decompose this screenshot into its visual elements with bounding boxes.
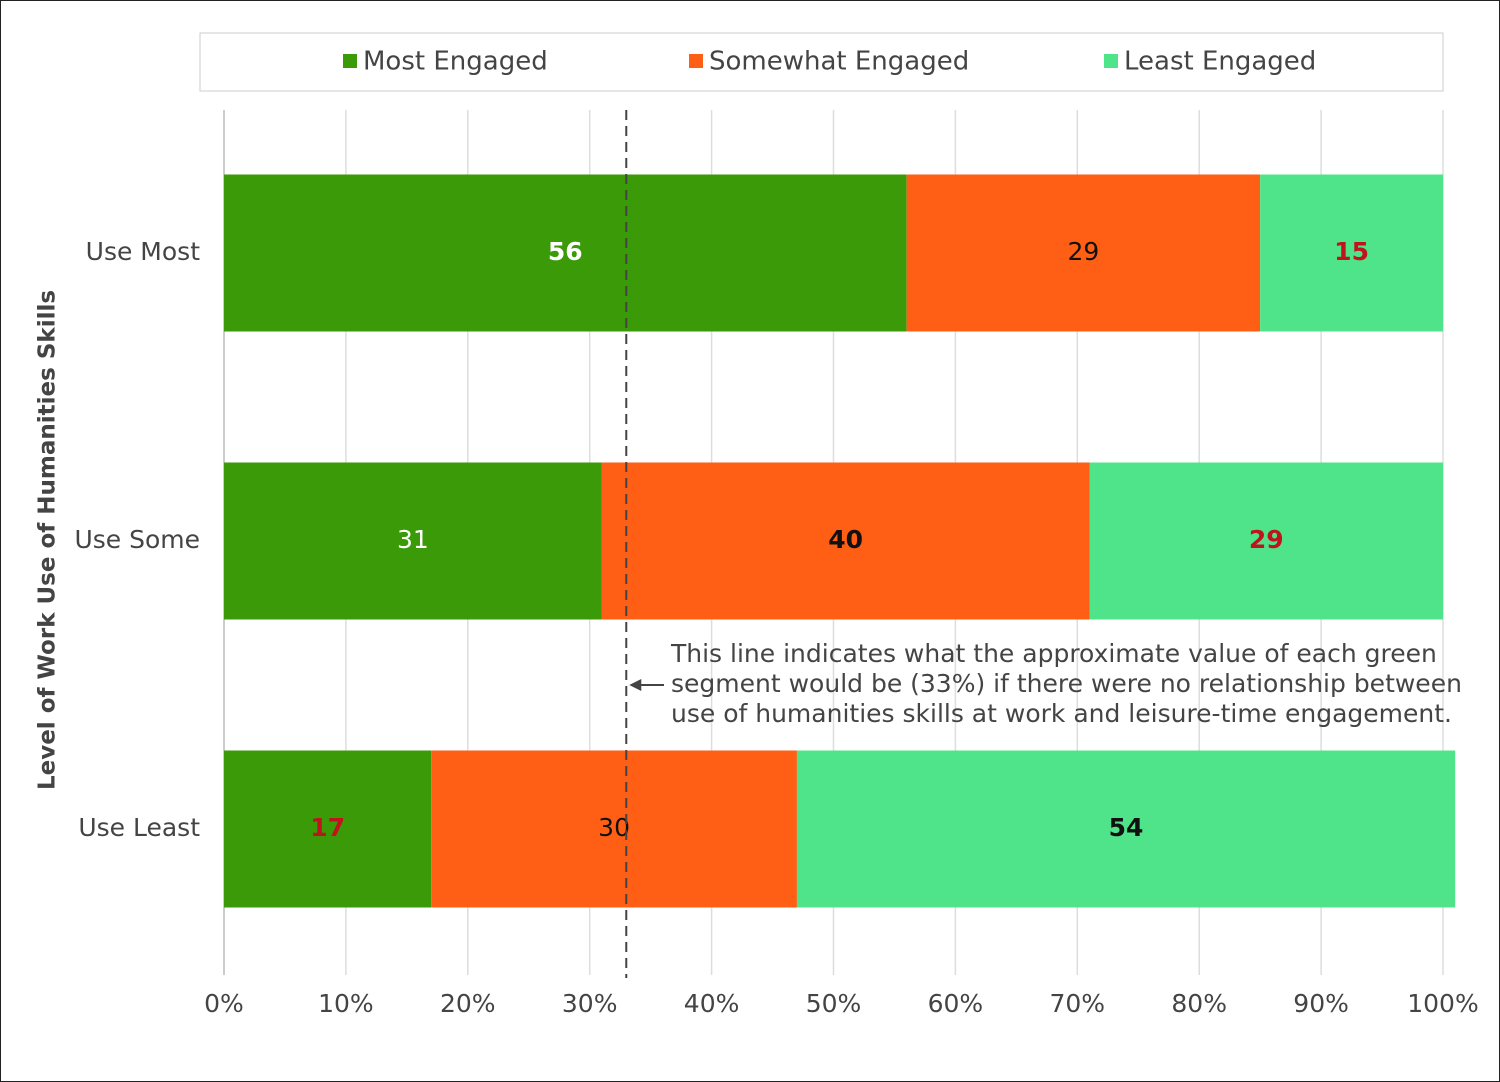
x-tick-label: 50% <box>806 989 862 1018</box>
x-tick-label: 60% <box>928 989 984 1018</box>
data-label: 31 <box>397 525 429 554</box>
bar-segment <box>431 750 797 908</box>
bar-segment <box>224 462 602 620</box>
y-tick-label: Use Most <box>86 237 201 266</box>
x-tick-label: 70% <box>1050 989 1106 1018</box>
legend-swatch <box>1104 54 1118 68</box>
legend-label: Least Engaged <box>1124 47 1316 77</box>
bar-segment <box>601 462 1090 620</box>
y-axis-title: Level of Work Use of Humanities Skills <box>35 290 61 790</box>
bar-segment <box>1260 174 1443 332</box>
x-tick-label: 40% <box>684 989 740 1018</box>
legend-label: Most Engaged <box>363 47 548 77</box>
x-tick-label: 90% <box>1293 989 1349 1018</box>
data-label: 17 <box>310 813 345 842</box>
x-tick-label: 80% <box>1171 989 1227 1018</box>
x-tick-label: 20% <box>440 989 496 1018</box>
x-tick-label: 10% <box>318 989 374 1018</box>
data-label: 29 <box>1249 525 1284 554</box>
x-tick-label: 30% <box>562 989 618 1018</box>
bar-segment <box>906 174 1261 332</box>
legend-label: Somewhat Engaged <box>709 47 969 77</box>
x-tick-label: 0% <box>204 989 244 1018</box>
legend-box <box>199 32 1444 92</box>
bar-segment <box>796 750 1456 908</box>
legend-swatch <box>343 54 357 68</box>
x-tick-label: 100% <box>1407 989 1478 1018</box>
y-tick-label: Use Least <box>78 813 200 842</box>
data-label: 40 <box>828 525 863 554</box>
bar-segment <box>224 174 907 332</box>
y-tick-label: Use Some <box>74 525 200 554</box>
annotation-arrowhead <box>629 679 642 691</box>
data-label: 15 <box>1334 237 1369 266</box>
annotation: segment would be (33%) if there were no … <box>671 669 1462 698</box>
annotation: use of humanities skills at work and lei… <box>671 699 1452 728</box>
bar-segment <box>224 750 432 908</box>
data-label: 29 <box>1067 237 1099 266</box>
legend-swatch <box>689 54 703 68</box>
data-label: 54 <box>1109 813 1144 842</box>
data-label: 56 <box>548 237 583 266</box>
annotation: This line indicates what the approximate… <box>670 639 1437 668</box>
bar-segment <box>1089 462 1443 620</box>
data-label: 30 <box>598 813 630 842</box>
